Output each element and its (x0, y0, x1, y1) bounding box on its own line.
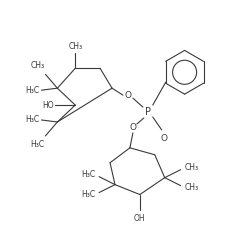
Text: P: P (145, 107, 151, 117)
Text: HO: HO (42, 101, 53, 109)
Text: O: O (129, 124, 136, 132)
Text: H₃C: H₃C (25, 86, 39, 95)
Text: H₃C: H₃C (30, 140, 45, 149)
Text: O: O (160, 134, 167, 143)
Text: CH₃: CH₃ (30, 61, 45, 70)
Text: H₃C: H₃C (25, 115, 39, 124)
Text: H₃C: H₃C (81, 190, 95, 199)
Text: O: O (124, 91, 131, 100)
Text: CH₃: CH₃ (68, 42, 82, 51)
Text: H₃C: H₃C (81, 170, 95, 179)
Text: CH₃: CH₃ (185, 163, 199, 172)
Text: CH₃: CH₃ (185, 183, 199, 192)
Text: OH: OH (134, 214, 146, 223)
